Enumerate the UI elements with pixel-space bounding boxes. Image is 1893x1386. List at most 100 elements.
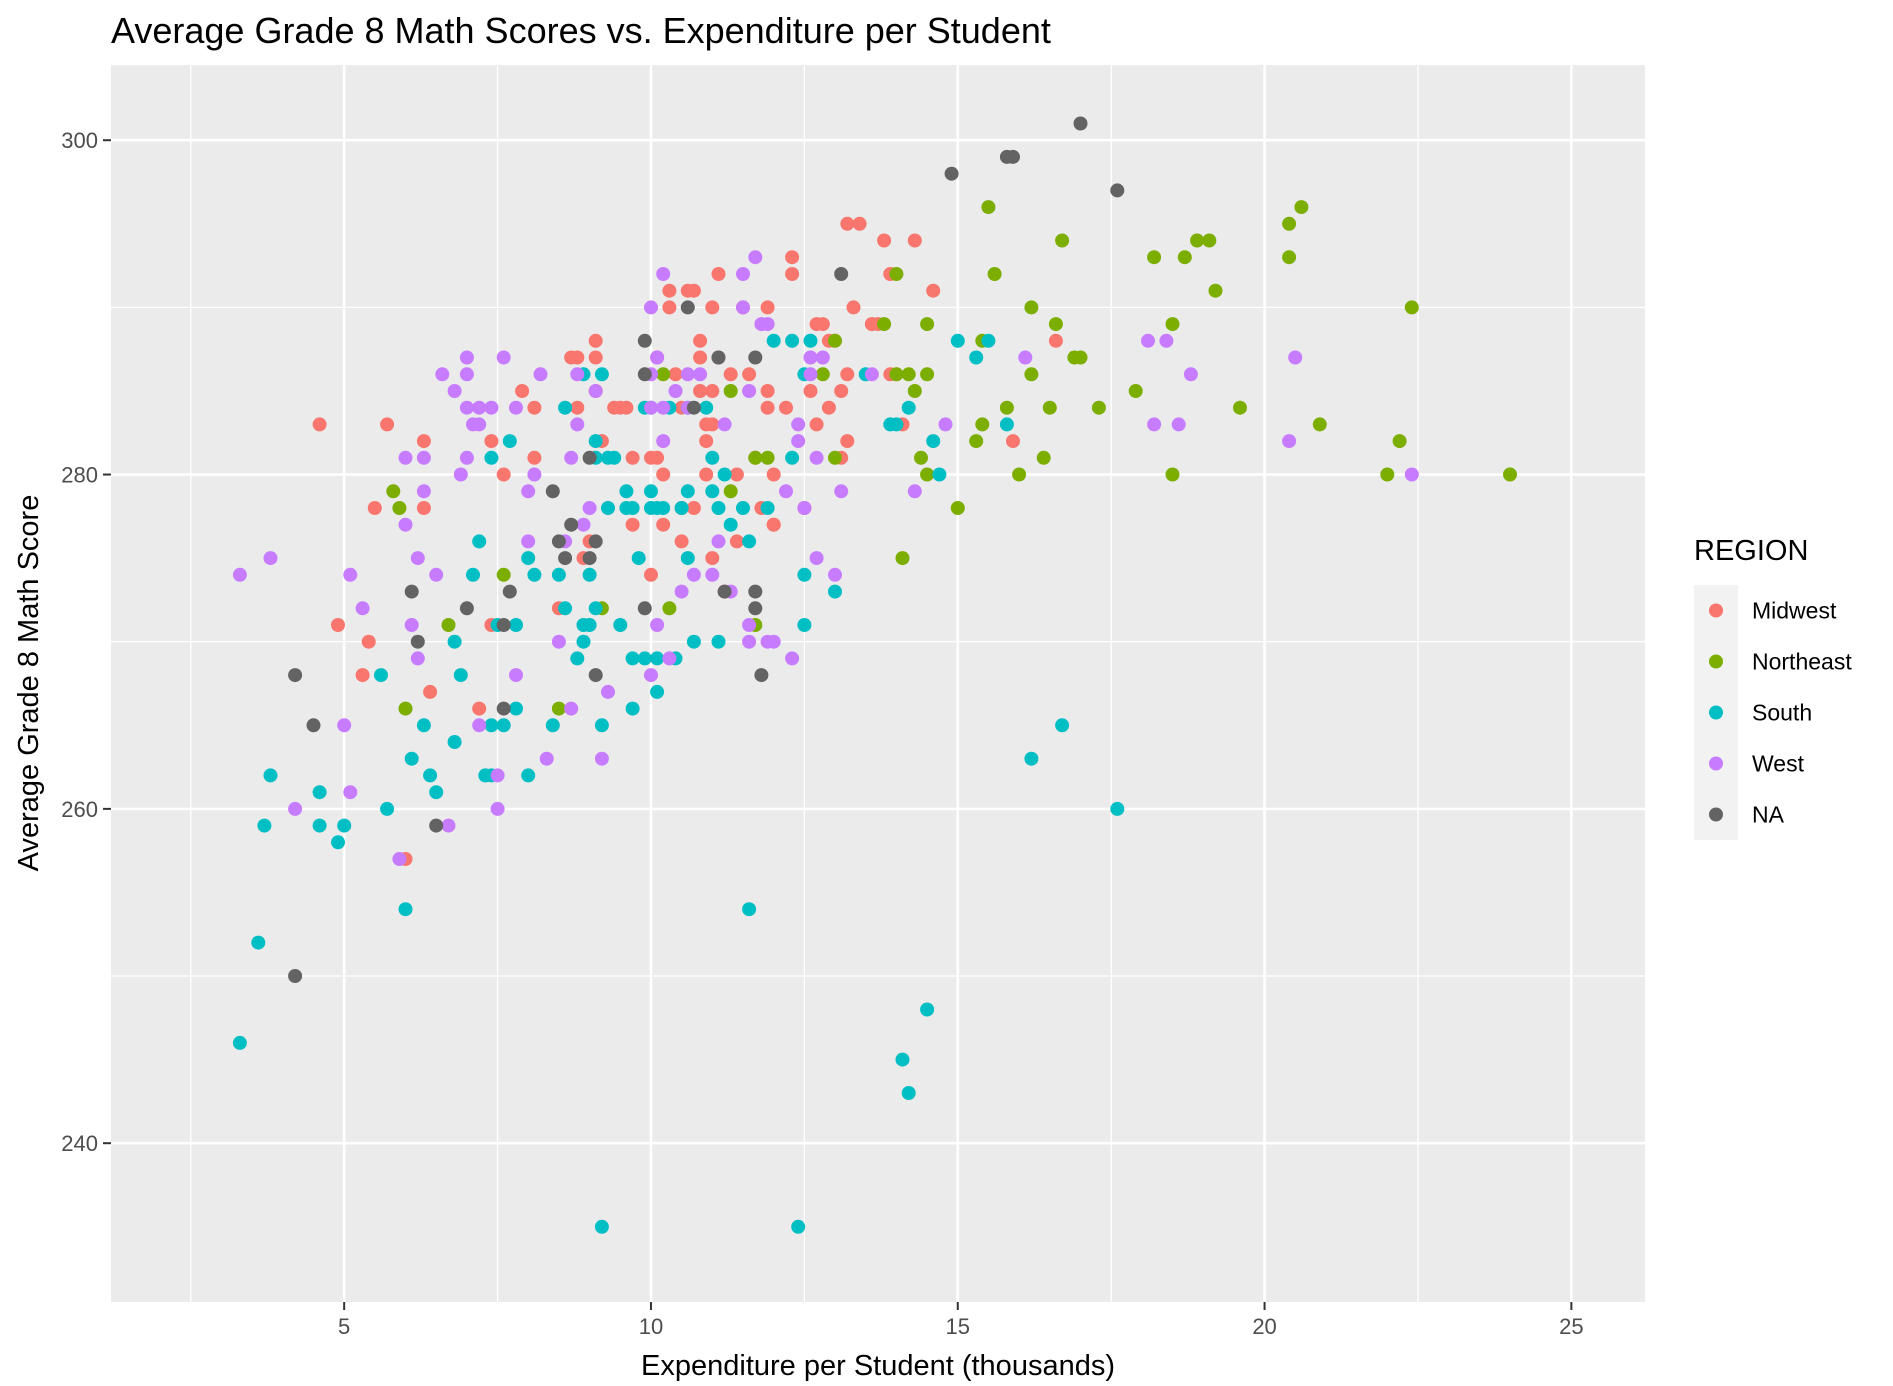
- data-point: [668, 384, 683, 398]
- data-point: [711, 350, 726, 365]
- data-point: [717, 417, 732, 432]
- data-point: [496, 567, 511, 582]
- data-point: [686, 634, 701, 649]
- data-point: [637, 333, 652, 348]
- data-point: [828, 584, 842, 599]
- data-point: [312, 818, 327, 833]
- data-point: [656, 400, 671, 415]
- data-point: [625, 501, 640, 515]
- data-point: [815, 367, 830, 382]
- data-point: [1294, 200, 1309, 215]
- data-point: [527, 567, 542, 582]
- data-point: [760, 400, 775, 415]
- data-point: [785, 333, 800, 348]
- data-point: [1042, 400, 1057, 415]
- x-tick-label: 10: [639, 1314, 663, 1339]
- data-point: [558, 601, 573, 616]
- data-point: [558, 400, 573, 415]
- data-point: [398, 701, 413, 716]
- data-point: [582, 501, 597, 515]
- data-point: [631, 551, 646, 566]
- data-point: [803, 367, 818, 382]
- data-point: [1048, 333, 1063, 348]
- data-point: [1055, 233, 1070, 248]
- data-point: [613, 618, 628, 632]
- data-point: [699, 434, 714, 449]
- data-point: [766, 517, 781, 532]
- data-point: [723, 384, 738, 398]
- data-point: [644, 567, 658, 582]
- data-point: [527, 450, 542, 465]
- data-point: [564, 450, 579, 465]
- data-point: [944, 166, 959, 181]
- data-point: [736, 501, 750, 515]
- data-point: [674, 584, 689, 599]
- data-point: [1091, 400, 1106, 415]
- data-point: [693, 333, 708, 348]
- data-point: [650, 651, 665, 666]
- data-point: [662, 601, 677, 616]
- data-point: [429, 567, 444, 582]
- data-point: [416, 484, 431, 499]
- data-point: [484, 450, 499, 465]
- data-point: [736, 300, 750, 315]
- data-point: [877, 233, 892, 248]
- data-point: [337, 818, 352, 833]
- data-point: [558, 551, 573, 566]
- data-point: [1012, 467, 1027, 482]
- data-point: [509, 400, 523, 415]
- data-point: [950, 501, 965, 515]
- y-axis-title: Average Grade 8 Math Score: [13, 495, 45, 872]
- data-point: [803, 350, 818, 365]
- data-point: [766, 467, 781, 482]
- data-point: [834, 484, 849, 499]
- data-point: [459, 367, 474, 382]
- data-point: [625, 450, 640, 465]
- x-axis-ticks: 5 10 15 20 25: [338, 1302, 1584, 1339]
- data-point: [404, 584, 419, 599]
- data-point: [803, 333, 818, 348]
- data-point: [809, 450, 824, 465]
- data-point: [1055, 718, 1070, 733]
- data-point: [803, 384, 818, 398]
- legend: REGION Midwest Northeast South West NA: [1694, 535, 1852, 840]
- data-point: [570, 350, 585, 365]
- data-point: [981, 333, 996, 348]
- data-point: [742, 384, 757, 398]
- data-point: [564, 701, 579, 716]
- data-point: [496, 701, 511, 716]
- data-point: [416, 450, 431, 465]
- data-point: [588, 668, 603, 683]
- data-point: [705, 551, 720, 566]
- legend-label: Midwest: [1752, 598, 1837, 624]
- data-point: [1233, 400, 1247, 415]
- data-point: [723, 517, 738, 532]
- data-point: [742, 634, 757, 649]
- data-point: [1018, 350, 1033, 365]
- data-point: [779, 484, 793, 499]
- data-point: [570, 367, 585, 382]
- data-point: [337, 718, 352, 733]
- data-point: [797, 501, 812, 515]
- legend-key-marker: [1709, 705, 1723, 720]
- data-point: [754, 668, 769, 683]
- data-point: [1282, 250, 1297, 265]
- chart-title: Average Grade 8 Math Scores vs. Expendit…: [111, 10, 1051, 51]
- data-point: [668, 367, 683, 382]
- data-point: [527, 400, 542, 415]
- data-point: [509, 701, 523, 716]
- data-point: [570, 417, 585, 432]
- data-point: [545, 718, 560, 733]
- data-point: [680, 484, 695, 499]
- x-tick-label: 5: [338, 1314, 350, 1339]
- data-point: [637, 651, 652, 666]
- data-point: [705, 417, 720, 432]
- data-point: [723, 484, 738, 499]
- data-point: [760, 450, 775, 465]
- data-point: [791, 1219, 806, 1234]
- data-point: [650, 450, 665, 465]
- data-point: [551, 701, 566, 716]
- data-point: [232, 567, 247, 582]
- data-point: [582, 551, 597, 566]
- data-points: [232, 116, 1517, 1234]
